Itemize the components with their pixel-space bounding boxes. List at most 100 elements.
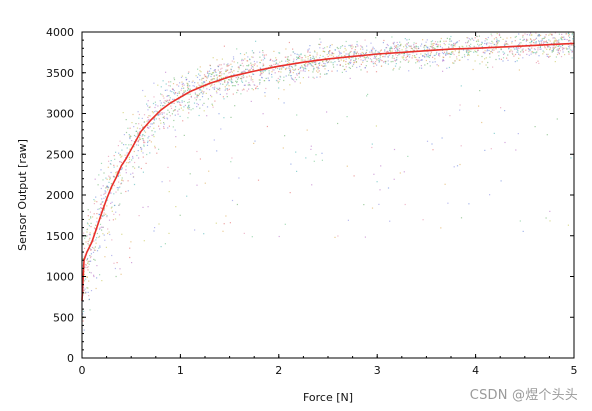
scatter-point xyxy=(363,56,365,58)
scatter-point xyxy=(157,84,159,86)
scatter-point xyxy=(453,44,455,46)
scatter-point xyxy=(133,150,135,153)
scatter-point xyxy=(408,70,410,72)
scatter-point xyxy=(87,223,89,225)
scatter-point xyxy=(561,47,564,49)
scatter-point xyxy=(402,52,404,55)
scatter-point xyxy=(290,163,292,165)
scatter-point xyxy=(349,77,351,79)
scatter-point xyxy=(412,55,414,57)
scatter-point xyxy=(547,45,549,47)
scatter-point xyxy=(488,42,490,44)
scatter-point xyxy=(387,44,389,47)
scatter-point xyxy=(235,77,237,79)
scatter-point xyxy=(83,244,85,246)
scatter-point xyxy=(380,165,382,167)
scatter-point xyxy=(98,235,101,237)
scatter-point xyxy=(383,61,385,63)
scatter-point xyxy=(452,52,454,54)
scatter-point xyxy=(372,52,374,54)
scatter-point xyxy=(83,329,85,331)
scatter-point xyxy=(489,56,491,58)
scatter-point xyxy=(449,56,451,58)
scatter-point xyxy=(295,64,297,67)
scatter-point xyxy=(473,51,475,53)
scatter-point xyxy=(522,51,524,53)
scatter-point xyxy=(391,57,393,59)
scatter-point xyxy=(418,47,420,50)
scatter-point xyxy=(353,54,355,56)
scatter-point xyxy=(217,66,220,68)
scatter-point xyxy=(376,59,378,61)
scatter-point xyxy=(170,107,173,109)
scatter-point xyxy=(196,106,198,108)
scatter-point xyxy=(100,207,102,210)
scatter-point xyxy=(204,81,206,83)
scatter-point xyxy=(359,65,361,68)
scatter-point xyxy=(489,194,491,196)
scatter-point xyxy=(513,48,516,50)
scatter-point xyxy=(122,180,124,182)
scatter-point xyxy=(242,77,245,79)
scatter-point xyxy=(496,33,498,35)
scatter-point xyxy=(537,47,539,49)
scatter-point xyxy=(196,184,198,186)
scatter-point xyxy=(314,51,316,53)
scatter-point xyxy=(279,67,281,69)
scatter-point xyxy=(179,104,181,106)
scatter-point xyxy=(373,65,375,67)
scatter-point xyxy=(486,42,488,44)
scatter-point xyxy=(115,275,117,278)
scatter-point xyxy=(308,76,310,78)
scatter-point xyxy=(93,199,95,201)
scatter-point xyxy=(172,83,175,85)
scatter-point xyxy=(396,55,399,57)
scatter-point xyxy=(247,65,249,67)
scatter-point xyxy=(558,41,560,43)
scatter-point xyxy=(206,88,208,90)
scatter-point xyxy=(297,57,300,59)
scatter-point xyxy=(491,35,493,37)
scatter-point xyxy=(87,215,89,217)
scatter-point xyxy=(187,72,189,74)
scatter-point xyxy=(362,55,364,57)
scatter-point xyxy=(463,54,466,56)
scatter-point xyxy=(510,49,512,51)
scatter-point xyxy=(374,63,376,65)
scatter-point xyxy=(439,41,441,43)
scatter-point xyxy=(345,61,347,63)
scatter-point xyxy=(101,229,103,231)
scatter-point xyxy=(549,48,551,50)
scatter-point xyxy=(318,43,320,45)
scatter-point xyxy=(102,215,104,217)
scatter-point xyxy=(312,71,314,73)
scatter-point xyxy=(176,94,178,97)
scatter-point xyxy=(206,106,209,108)
scatter-point xyxy=(448,46,450,48)
scatter-point xyxy=(319,73,321,75)
scatter-point xyxy=(353,59,355,62)
scatter-point xyxy=(216,59,218,61)
scatter-point xyxy=(478,105,480,107)
scatter-point xyxy=(544,47,546,49)
scatter-point xyxy=(129,256,131,259)
scatter-point xyxy=(209,83,211,85)
scatter-point xyxy=(259,67,261,69)
scatter-point xyxy=(195,75,197,77)
scatter-point xyxy=(83,280,86,282)
scatter-point xyxy=(289,72,291,74)
scatter-point xyxy=(139,134,141,136)
scatter-point xyxy=(371,143,373,145)
scatter-point xyxy=(426,49,428,51)
scatter-point xyxy=(227,81,229,83)
scatter-point xyxy=(133,183,136,186)
scatter-point xyxy=(514,36,516,38)
scatter-point xyxy=(259,51,261,53)
scatter-point xyxy=(275,63,277,65)
scatter-point xyxy=(264,95,266,97)
scatter-point xyxy=(399,53,401,55)
scatter-point xyxy=(181,81,183,83)
scatter-point xyxy=(93,274,95,276)
scatter-point xyxy=(484,42,486,45)
scatter-point xyxy=(203,74,206,76)
